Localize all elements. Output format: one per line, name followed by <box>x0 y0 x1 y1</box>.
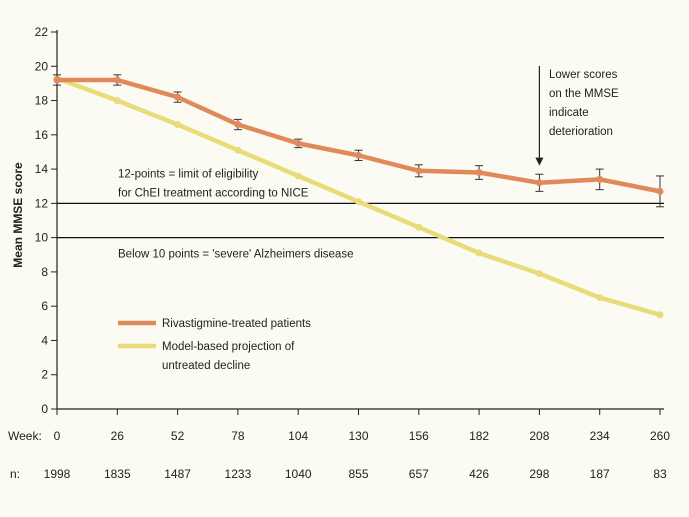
y-tick-label: 22 <box>35 25 49 39</box>
annotation-text: Lower scores <box>549 69 618 81</box>
y-tick-label: 4 <box>41 333 48 347</box>
data-point <box>294 139 302 147</box>
x-tick-label: 182 <box>469 429 489 443</box>
y-tick-label: 8 <box>41 265 48 279</box>
data-point <box>656 187 664 195</box>
data-point <box>113 76 121 84</box>
n-value-label: 1998 <box>44 467 71 481</box>
y-tick-label: 0 <box>41 402 48 416</box>
legend-label: Rivastigmine-treated patients <box>162 318 311 330</box>
n-value-label: 83 <box>653 467 667 481</box>
n-value-label: 1040 <box>285 467 312 481</box>
data-point <box>475 169 483 177</box>
n-value-label: 1835 <box>104 467 131 481</box>
annotation-text: on the MMSE <box>549 88 619 100</box>
data-point <box>596 294 604 302</box>
data-point <box>355 198 362 206</box>
data-point <box>234 121 242 129</box>
x-tick-label: 52 <box>171 429 185 443</box>
reference-line-label: 12-points = limit of eligibility <box>118 168 259 180</box>
data-point <box>174 121 182 129</box>
n-value-label: 298 <box>529 467 549 481</box>
annotation-arrowhead <box>535 157 544 166</box>
annotation-text: indicate <box>549 107 589 119</box>
n-value-label: 187 <box>590 467 610 481</box>
n-value-label: 855 <box>348 467 368 481</box>
data-point <box>535 179 543 187</box>
n-value-label: 657 <box>409 467 429 481</box>
data-point <box>53 76 61 84</box>
x-tick-label: 78 <box>231 429 245 443</box>
x-tick-label: 156 <box>409 429 429 443</box>
y-tick-label: 12 <box>35 196 49 210</box>
x-tick-label: 260 <box>650 429 670 443</box>
y-tick-label: 18 <box>35 94 49 108</box>
n-row-label: n: <box>10 467 20 481</box>
data-point <box>415 167 423 175</box>
x-tick-label: 208 <box>529 429 549 443</box>
week-row-label: Week: <box>8 429 42 443</box>
data-point <box>656 311 664 319</box>
y-tick-label: 20 <box>35 59 49 73</box>
legend-label: untreated decline <box>162 360 250 372</box>
annotation: Lower scores on the MMSE indicate deteriora… <box>535 66 619 166</box>
data-point <box>475 249 483 257</box>
y-tick-label: 16 <box>35 128 49 142</box>
y-tick-label: 6 <box>41 299 48 313</box>
data-point <box>294 172 302 180</box>
n-value-label: 1233 <box>225 467 252 481</box>
data-point <box>113 97 121 105</box>
legend-label: Model-based projection of <box>162 341 295 353</box>
data-point <box>415 223 423 231</box>
legend: Rivastigmine-treated patients Model-based… <box>118 318 311 372</box>
data-point <box>596 175 604 183</box>
data-point <box>535 270 543 278</box>
y-tick-label: 2 <box>41 368 48 382</box>
x-tick-label: 234 <box>590 429 610 443</box>
x-tick-label: 0 <box>54 429 61 443</box>
y-tick-label: 10 <box>35 231 49 245</box>
axes: 0 2 4 6 8 10 12 14 16 18 20 22 0 1998 26 1835 52 1487 78 12… <box>8 25 670 481</box>
reference-line-label: Below 10 points = 'severe' Alzheimers di… <box>118 249 353 261</box>
data-point <box>355 151 362 159</box>
reference-lines: 12-points = limit of eligibility for ChEI… <box>57 168 664 261</box>
x-tick-label: 130 <box>348 429 368 443</box>
x-tick-label: 104 <box>288 429 308 443</box>
data-point <box>234 146 242 154</box>
series-layer <box>53 74 664 319</box>
annotation-text: deterioration <box>549 126 613 138</box>
n-value-label: 426 <box>469 467 489 481</box>
data-point <box>174 93 182 101</box>
y-axis-label: Mean MMSE score <box>11 162 25 268</box>
y-tick-label: 14 <box>35 162 49 176</box>
x-tick-label: 26 <box>111 429 125 443</box>
reference-line-label: for ChEI treatment according to NICE <box>118 187 309 199</box>
n-value-label: 1487 <box>164 467 191 481</box>
